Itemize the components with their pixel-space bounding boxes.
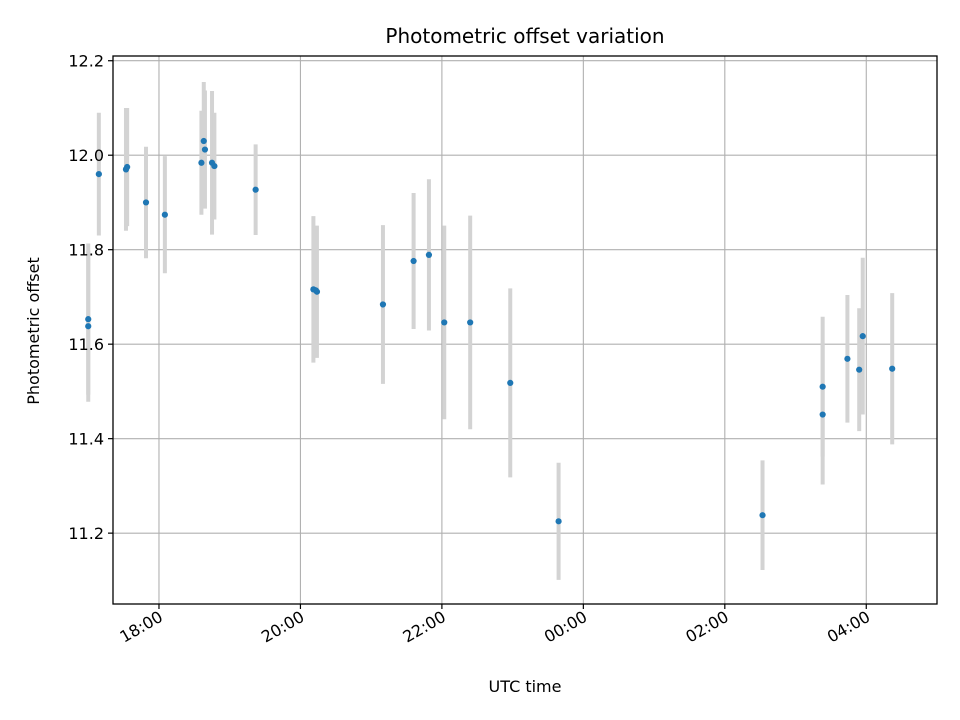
y-axis: 11.2 11.4 11.6 11.8 12.0 12.2 [68,52,113,543]
data-point [200,137,207,145]
data-point [819,383,826,390]
y-tick-label: 11.8 [68,241,104,260]
data-point [759,512,766,519]
data-point [507,379,514,387]
y-tick-label: 11.2 [68,524,104,543]
y-tick-label: 11.6 [68,335,104,354]
y-tick-label: 12.0 [68,146,104,165]
data-point [161,211,168,218]
data-point [379,301,387,308]
data-point [201,146,209,153]
y-axis-label: Photometric offset [24,257,43,405]
data-point [211,162,218,170]
grid [113,56,937,604]
data-point [555,518,562,525]
data-point [95,171,102,178]
y-tick-label: 12.2 [68,52,104,71]
plot-frame [112,55,938,605]
data-point [819,411,826,418]
data-point [85,323,92,330]
data-point [252,186,259,193]
data-point [410,257,417,265]
data-points [85,137,896,525]
data-point [844,355,851,362]
y-tick-label: 11.4 [68,430,104,449]
data-point [124,163,131,171]
data-point [441,319,448,326]
data-point [142,199,150,206]
data-point [859,333,866,340]
data-point [198,159,205,166]
data-point [85,316,92,323]
chart-title: Photometric offset variation [385,24,664,48]
x-axis-label: UTC time [489,677,562,696]
data-point [889,365,896,372]
data-point [425,251,433,258]
data-point [313,288,321,295]
data-point [467,319,474,326]
data-point [856,366,863,373]
